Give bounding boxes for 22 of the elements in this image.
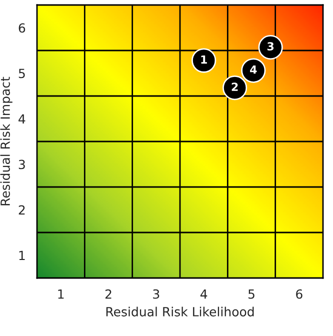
annotation: 2 (232, 82, 238, 91)
y-tick-label: 5 (18, 68, 25, 78)
point (222, 75, 248, 100)
annotation: 3 (267, 42, 274, 51)
x-tick-label: 1 (58, 289, 64, 299)
x-tick-label: 6 (296, 289, 302, 299)
x-tick-label: 2 (105, 289, 112, 299)
y-tick-label: 6 (18, 23, 26, 33)
y-axis-title: Residual Risk Impact (0, 76, 12, 206)
y-tick-label: 4 (18, 114, 26, 124)
point (258, 35, 283, 60)
annotation: 1 (201, 55, 207, 64)
x-tick-label: 4 (200, 289, 208, 299)
y-tick-label: 2 (18, 205, 25, 214)
x-tick-label: 3 (153, 289, 160, 299)
x-axis-title: Residual Risk Likelihood (106, 306, 254, 316)
y-tick-label: 3 (18, 160, 25, 170)
y-tick-label: 1 (19, 250, 25, 260)
point (192, 48, 216, 73)
x-tick-label: 5 (248, 289, 254, 299)
point (241, 58, 266, 83)
annotation: 4 (250, 65, 257, 74)
